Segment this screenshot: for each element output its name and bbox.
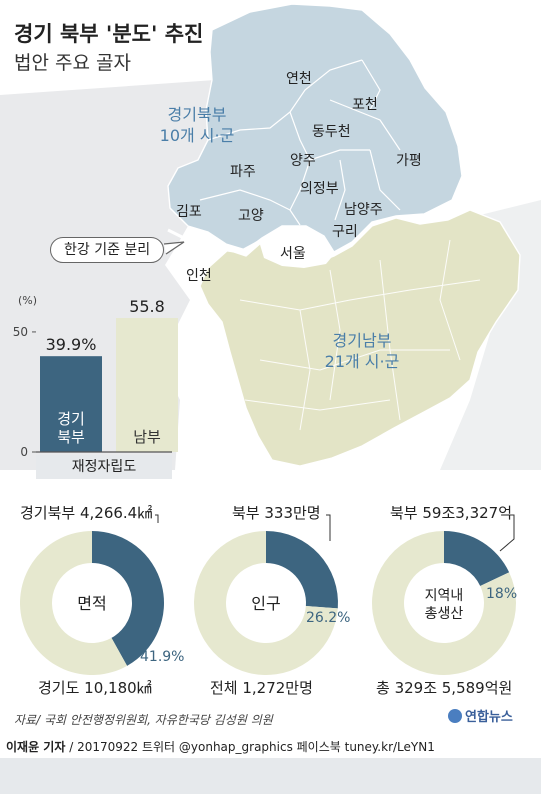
yonhap-logo: 연합뉴스 <box>448 706 513 725</box>
pie-slice <box>20 531 128 675</box>
logo-icon <box>448 709 462 723</box>
seoul-region <box>258 228 336 268</box>
bar-category-label: 북부 <box>57 428 85 446</box>
pie-center-label: 면적 <box>77 594 106 613</box>
city-label: 서울 <box>280 246 306 262</box>
city-label: 양주 <box>290 153 316 169</box>
pie-top-label: 북부 59조3,327억 <box>390 504 512 522</box>
city-label: 연천 <box>286 71 312 87</box>
north-region-label: 경기북부 10개 시·군 <box>142 104 252 146</box>
pie-center-label: 지역내 <box>425 588 464 604</box>
city-label: 고양 <box>238 208 264 224</box>
credit-details: / 20170922 트위터 @yonhap_graphics 페이스북 tun… <box>65 740 435 754</box>
pie-top-label: 경기북부 4,266.4㎢ <box>20 504 153 522</box>
city-label: 파주 <box>230 164 256 180</box>
bar-value-label: 39.9% <box>46 335 97 354</box>
logo-text: 연합뉴스 <box>465 710 513 725</box>
south-region-label: 경기남부 21개 시·군 <box>302 330 422 372</box>
pie-percent-label: 18% <box>486 586 518 602</box>
bar-category-label: 남부 <box>133 428 161 446</box>
page-title: 경기 북부 '분도' 추진 <box>14 22 204 46</box>
pie-center-label: 인구 <box>251 594 280 613</box>
credit-author: 이재윤 기자 <box>6 740 66 754</box>
north-region-count: 10개 시·군 <box>159 126 235 145</box>
leader-line <box>155 514 159 523</box>
bar-value-label: 55.8 <box>129 297 165 316</box>
pie-bottom-label: 총 329조 5,589억원 <box>376 679 513 697</box>
pie-bottom-label: 경기도 10,180㎢ <box>38 679 152 697</box>
callout-pointer <box>164 241 185 255</box>
south-region-count: 21개 시·군 <box>324 352 400 371</box>
footer-band <box>0 758 541 794</box>
pie-slice <box>371 531 516 675</box>
pie-top-label: 북부 333만명 <box>232 504 321 522</box>
south-region-name: 경기남부 <box>332 331 392 350</box>
north-region-name: 경기북부 <box>167 105 227 124</box>
leader-line <box>326 514 331 541</box>
pie-center-label: 총생산 <box>425 606 464 622</box>
city-label: 가평 <box>396 153 422 169</box>
credit-bar: 이재윤 기자 / 20170922 트위터 @yonhap_graphics 페… <box>0 736 541 758</box>
city-label: 동두천 <box>312 124 351 140</box>
fiscal-independence-bar-chart: (%) 0 50 39.9% 경기북부 55.8 남부 <box>13 294 178 459</box>
city-label: 포천 <box>352 97 378 113</box>
city-label: 구리 <box>332 224 358 240</box>
y-tick-label: 0 <box>20 445 28 459</box>
han-river-callout: 한강 기준 분리 <box>50 237 165 263</box>
pie-slice <box>266 531 338 609</box>
city-label: 의정부 <box>300 181 339 197</box>
city-label: 인천 <box>186 268 212 284</box>
bar-chart-title: 재정자립도 <box>36 455 172 479</box>
pie-percent-label: 41.9% <box>140 649 185 665</box>
city-label: 김포 <box>176 204 202 220</box>
pie-slice <box>92 531 164 666</box>
source-note: 자료/ 국회 안전행정위원회, 자유한국당 김성원 의원 <box>14 713 273 727</box>
city-label: 남양주 <box>344 202 383 218</box>
leader-line <box>499 514 515 552</box>
y-tick-label: 50 <box>13 325 28 339</box>
pie-percent-label: 26.2% <box>306 610 351 626</box>
bar-category-label: 경기 <box>57 410 85 428</box>
page-subtitle: 법안 주요 골자 <box>14 52 131 74</box>
pie-slice <box>444 531 510 586</box>
bar <box>116 318 178 452</box>
pie-bottom-label: 전체 1,272만명 <box>210 679 313 697</box>
bar <box>40 356 102 452</box>
pie-slice <box>193 531 338 675</box>
y-axis-unit: (%) <box>18 294 37 307</box>
